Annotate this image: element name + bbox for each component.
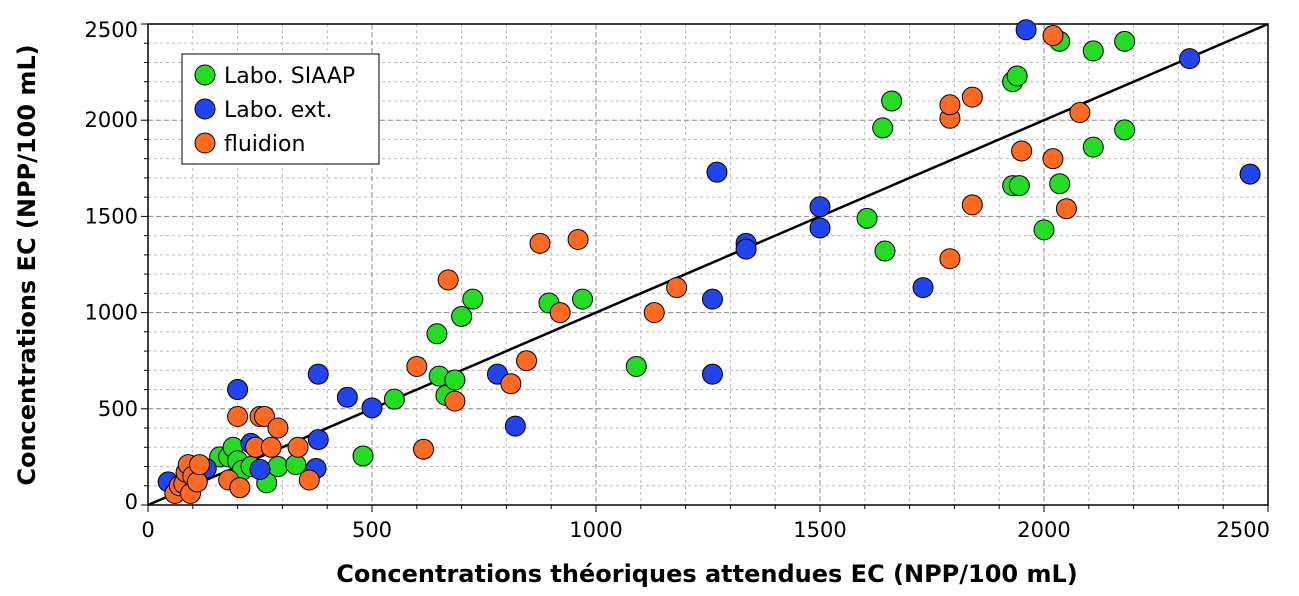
point-labo-siaap	[267, 456, 289, 478]
point-fluidion	[1069, 102, 1091, 124]
point-labo-ext	[1179, 48, 1201, 70]
point-fluidion	[1042, 25, 1064, 47]
point-fluidion	[267, 417, 289, 439]
point-labo-siaap	[462, 288, 484, 310]
point-labo-ext	[336, 386, 358, 408]
y-tick-label: 1500	[85, 204, 138, 228]
point-fluidion	[227, 405, 249, 427]
point-fluidion	[413, 438, 435, 460]
point-fluidion	[444, 390, 466, 412]
point-labo-ext	[809, 196, 831, 218]
point-labo-siaap	[352, 445, 374, 467]
point-labo-siaap	[1033, 219, 1055, 241]
point-labo-siaap	[1082, 40, 1104, 62]
y-tick-label: 1000	[85, 301, 138, 325]
point-fluidion	[229, 477, 251, 499]
point-labo-siaap	[572, 288, 594, 310]
point-labo-siaap	[1114, 119, 1136, 141]
point-labo-ext	[706, 161, 728, 183]
x-tick-label: 1000	[569, 518, 622, 542]
point-fluidion	[437, 269, 459, 291]
plot-area-frame	[147, 23, 1269, 506]
x-tick-label: 1500	[793, 518, 846, 542]
x-tick-label: 2000	[1017, 518, 1070, 542]
point-labo-ext	[249, 458, 271, 480]
point-labo-siaap	[856, 207, 878, 229]
point-labo-siaap	[444, 369, 466, 391]
point-labo-siaap	[874, 240, 896, 262]
point-fluidion	[189, 454, 211, 476]
legend-marker-fluidion	[194, 132, 216, 154]
point-labo-siaap	[625, 355, 647, 377]
legend-label-labo-siaap: Labo. SIAAP	[224, 64, 355, 89]
x-axis-title: Concentrations théoriques attendues EC (…	[336, 560, 1078, 588]
y-tick-label: 2000	[85, 108, 138, 132]
y-axis-tick-labels: 0 500 1000 1500 2000 2500	[85, 18, 138, 514]
point-labo-siaap	[426, 323, 448, 345]
point-labo-siaap	[872, 117, 894, 139]
point-fluidion	[500, 373, 522, 395]
point-labo-siaap	[1008, 175, 1030, 197]
point-fluidion	[406, 355, 428, 377]
point-labo-ext	[912, 277, 934, 299]
point-fluidion	[298, 469, 320, 491]
point-labo-ext	[1015, 19, 1037, 41]
legend: Labo. SIAAP Labo. ext. fluidion	[181, 53, 380, 165]
point-labo-siaap	[1049, 173, 1071, 195]
point-labo-ext	[735, 238, 757, 260]
point-labo-ext	[307, 363, 329, 385]
point-labo-siaap	[1006, 65, 1028, 87]
point-labo-ext	[504, 415, 526, 437]
point-labo-ext	[307, 429, 329, 451]
legend-label-labo-ext: Labo. ext.	[224, 98, 333, 123]
point-fluidion	[529, 232, 551, 254]
point-fluidion	[260, 436, 282, 458]
point-labo-siaap	[1082, 136, 1104, 158]
legend-label-fluidion: fluidion	[224, 132, 305, 157]
point-fluidion	[549, 302, 571, 324]
legend-marker-labo-siaap	[194, 64, 216, 86]
point-fluidion	[939, 248, 961, 270]
point-fluidion	[961, 86, 983, 108]
point-fluidion	[1055, 198, 1077, 220]
point-fluidion	[253, 405, 275, 427]
axis-ticks	[141, 23, 1269, 512]
x-tick-label: 500	[352, 518, 392, 542]
point-labo-ext	[701, 363, 723, 385]
point-labo-siaap	[383, 388, 405, 410]
y-axis-title: Concentrations EC (NPP/100 mL)	[13, 44, 41, 485]
point-labo-ext	[809, 217, 831, 239]
x-tick-label: 2500	[1217, 518, 1270, 542]
point-labo-ext	[361, 397, 383, 419]
x-tick-label: 0	[141, 518, 154, 542]
point-fluidion	[567, 228, 589, 250]
legend-marker-labo-ext	[194, 98, 216, 120]
point-labo-siaap	[881, 90, 903, 112]
y-tick-label: 500	[98, 397, 138, 421]
point-fluidion	[666, 277, 688, 299]
point-fluidion	[961, 194, 983, 216]
point-fluidion	[186, 471, 208, 493]
point-labo-siaap	[451, 305, 473, 327]
x-axis-tick-labels: 0 500 1000 1500 2000 2500	[141, 518, 1270, 542]
point-labo-ext	[701, 288, 723, 310]
point-fluidion	[1042, 148, 1064, 170]
point-labo-ext	[227, 379, 249, 401]
data-points	[157, 19, 1261, 504]
point-labo-ext	[1239, 163, 1261, 185]
point-fluidion	[939, 94, 961, 116]
point-labo-siaap	[1114, 30, 1136, 52]
point-labo-siaap	[285, 454, 307, 476]
point-fluidion	[1011, 140, 1033, 162]
point-fluidion	[516, 350, 538, 372]
y-tick-label: 2500	[85, 18, 138, 42]
point-fluidion	[287, 436, 309, 458]
point-fluidion	[643, 302, 665, 324]
y-tick-label: 0	[125, 490, 138, 514]
